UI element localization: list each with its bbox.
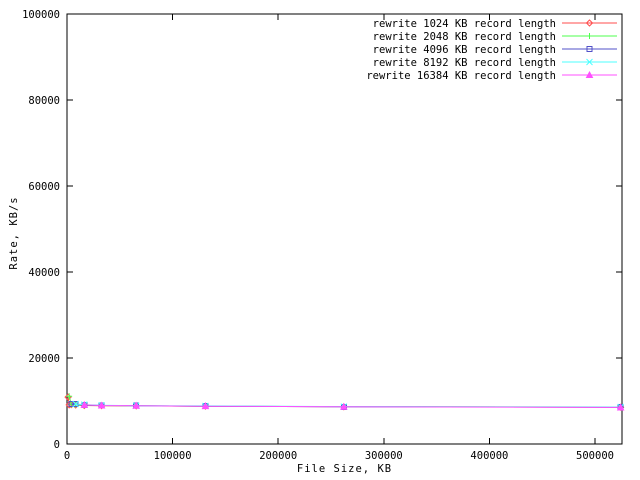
y-axis-label: Rate, KB/s xyxy=(8,196,20,270)
y-tick-label: 80000 xyxy=(28,95,60,107)
data-point-marker xyxy=(66,393,73,400)
x-tick-label: 100000 xyxy=(154,450,192,462)
data-point-marker xyxy=(68,401,75,408)
y-tick-label: 20000 xyxy=(28,353,60,365)
x-tick-label: 200000 xyxy=(259,450,297,462)
data-point-marker xyxy=(132,401,141,409)
x-tick-label: 400000 xyxy=(470,450,508,462)
legend-marker xyxy=(586,33,593,39)
y-tick-label: 0 xyxy=(54,439,60,451)
x-tick-label: 300000 xyxy=(365,450,403,462)
y-tick-label: 100000 xyxy=(22,9,60,21)
legend-label: rewrite 16384 KB record length xyxy=(366,70,556,82)
data-point-marker xyxy=(80,400,89,408)
plot-border xyxy=(66,13,623,445)
legend-label: rewrite 2048 KB record length xyxy=(373,31,556,43)
data-point-marker xyxy=(616,403,625,411)
y-tick-label: 40000 xyxy=(28,267,60,279)
x-tick-label: 0 xyxy=(64,450,70,462)
data-point-marker xyxy=(339,402,348,410)
data-point-marker xyxy=(97,401,106,409)
x-axis-label: File Size, KB xyxy=(296,463,393,475)
legend-label: rewrite 8192 KB record length xyxy=(373,57,556,69)
legend-marker xyxy=(585,19,594,27)
legend-marker xyxy=(586,58,593,66)
series-line xyxy=(84,404,621,408)
x-tick-label: 500000 xyxy=(576,450,614,462)
legend-label: rewrite 1024 KB record length xyxy=(373,18,556,30)
data-point-marker xyxy=(72,400,80,408)
legend-marker xyxy=(586,46,593,52)
y-tick-label: 60000 xyxy=(28,181,60,193)
data-point-marker xyxy=(201,402,210,410)
legend-label: rewrite 4096 KB record length xyxy=(373,44,556,56)
legend-marker xyxy=(585,70,594,78)
